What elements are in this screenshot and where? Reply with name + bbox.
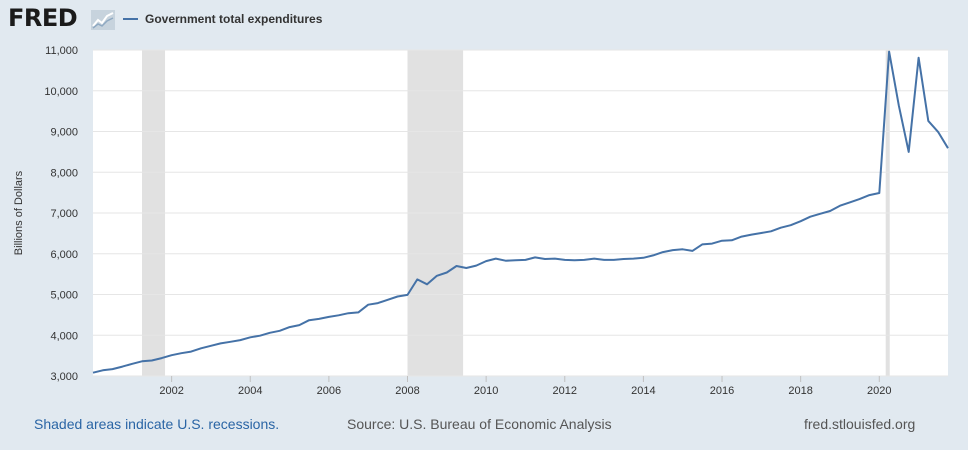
- site-link[interactable]: fred.stlouisfed.org: [804, 416, 916, 432]
- fred-logo[interactable]: FRED: [8, 4, 78, 32]
- legend-line-swatch: [123, 18, 138, 20]
- y-axis-title: Billions of Dollars: [13, 170, 25, 255]
- x-axis-ticks: 2002 2004 2006 2008 2010 2012 2014 2016 2018 2020: [159, 376, 892, 397]
- y-tick-label: 3,000: [50, 371, 78, 383]
- x-tick-label: 2006: [317, 385, 341, 397]
- y-tick-label: 7,000: [50, 208, 78, 220]
- x-tick-label: 2004: [238, 385, 262, 397]
- y-tick-label: 4,000: [50, 330, 78, 342]
- chart-legend[interactable]: Government total expenditures: [123, 11, 322, 27]
- y-tick-label: 6,000: [50, 249, 78, 261]
- series-line: [92, 50, 949, 374]
- x-tick-label: 2018: [788, 385, 812, 397]
- recession-note[interactable]: Shaded areas indicate U.S. recessions.: [34, 416, 280, 432]
- x-tick-label: 2002: [159, 385, 183, 397]
- x-tick-label: 2010: [474, 385, 498, 397]
- gridlines: [93, 49, 948, 377]
- y-axis-ticks: 3,000 4,000 5,000 6,000 7,000 8,000 9,000 10,00…: [44, 45, 78, 383]
- chart-header: FRED Government total expenditures: [0, 0, 968, 40]
- y-tick-label: 10,000: [44, 86, 78, 98]
- fred-chart-icon: [91, 10, 115, 30]
- legend-series-label: Government total expenditures: [145, 12, 323, 26]
- x-tick-label: 2014: [631, 385, 655, 397]
- series-layer: [92, 50, 949, 374]
- y-tick-label: 8,000: [50, 167, 78, 179]
- x-tick-label: 2008: [395, 385, 419, 397]
- y-tick-label: 11,000: [45, 45, 78, 57]
- source-note: Source: U.S. Bureau of Economic Analysis: [347, 416, 612, 432]
- x-tick-label: 2012: [553, 385, 577, 397]
- y-tick-label: 9,000: [50, 127, 78, 139]
- chart-area: 2002 2004 2006 2008 2010 2012 2014 2016 2018 2020…: [13, 45, 949, 397]
- y-tick-label: 5,000: [50, 290, 78, 302]
- x-tick-label: 2016: [710, 385, 734, 397]
- x-tick-label: 2020: [867, 385, 891, 397]
